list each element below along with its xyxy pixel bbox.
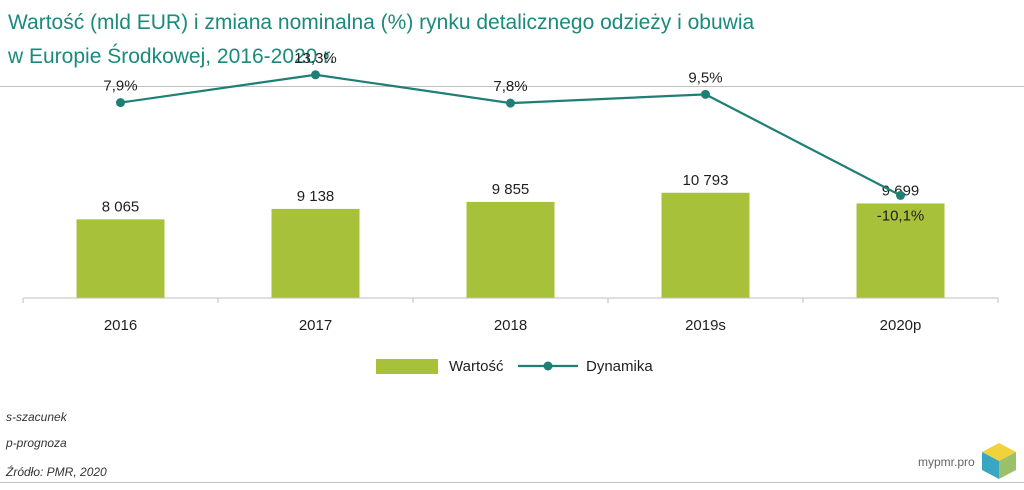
chart-title-line1: Wartość (mld EUR) i zmiana nominalna (%)… [8, 11, 755, 34]
line-label-2017: 13,3% [294, 50, 337, 67]
bar-label-2018: 9 855 [492, 181, 530, 198]
bar-label-2019s: 10 793 [683, 172, 729, 189]
x-tick-label-2017: 2017 [299, 317, 332, 334]
x-tick-label-2020p: 2020p [880, 317, 922, 334]
bar-2016 [76, 219, 165, 298]
x-tick-label-2016: 2016 [104, 317, 137, 334]
legend-swatch-wartosc [376, 359, 438, 374]
x-tick-label-2018: 2018 [494, 317, 527, 334]
bar-2019s [661, 192, 750, 298]
chart-title-line2: w Europie Środkowej, 2016-2020 r. [8, 45, 335, 68]
line-point-2017 [311, 70, 320, 80]
note-source: Źródło: PMR, 2020 [6, 465, 107, 479]
legend-marker-dynamika [543, 361, 553, 371]
line-label-2016: 7,9% [103, 78, 137, 95]
line-label-2018: 7,8% [493, 78, 527, 95]
bar-label-2017: 9 138 [297, 188, 335, 205]
note-forecast: p-prognoza [6, 436, 67, 450]
bar-label-2016: 8 065 [102, 198, 140, 215]
line-point-2020p [896, 190, 905, 200]
line-point-2016 [116, 98, 125, 108]
legend-label-wartosc: Wartość [449, 358, 504, 375]
title-divider [0, 86, 1024, 87]
line-point-2018 [506, 98, 515, 108]
brand-logo-icon [982, 443, 1016, 479]
x-tick-label-2019s: 2019s [685, 317, 726, 334]
footnotes: s-szacunek p-prognoza Źródło: PMR, 2020 [6, 409, 107, 490]
line-point-2019s [701, 89, 710, 99]
line-label-2019s: 9,5% [688, 69, 722, 86]
legend-label-dynamika: Dynamika [586, 358, 653, 375]
line-label-2020p: -10,1% [877, 207, 925, 224]
chart-title: Wartość (mld EUR) i zmiana nominalna (%)… [8, 6, 988, 74]
bar-2020p [856, 203, 945, 298]
bar-2017 [271, 208, 360, 298]
note-estimate: s-szacunek [6, 410, 67, 424]
bar-2018 [466, 201, 555, 298]
bottom-divider [0, 482, 1024, 483]
brand-name: mypmr.pro [918, 455, 975, 469]
